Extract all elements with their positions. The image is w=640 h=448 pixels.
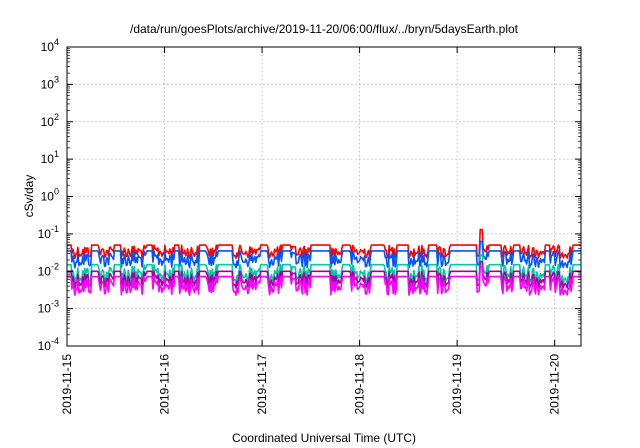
y-tick-label: 10-4	[38, 336, 59, 353]
y-tick-exponent: -4	[51, 336, 59, 346]
y-tick-exponent: -2	[51, 261, 59, 271]
y-tick-label: 10-1	[38, 224, 59, 241]
plot-frame	[66, 46, 582, 347]
y-tick-exponent: -1	[51, 224, 59, 234]
y-tick-exponent: -3	[51, 299, 59, 309]
x-tick-label: 2019-11-17	[255, 354, 269, 415]
y-axis-label: cSv/day	[22, 175, 36, 218]
x-ticks: 2019-11-15 2019-11-16 2019-11-17 2019-11-18…	[60, 47, 562, 415]
x-tick-label: 2019-11-16	[158, 354, 172, 415]
x-tick-label: 2019-11-18	[353, 354, 367, 415]
y-tick-label: 10-2	[38, 261, 59, 278]
y-tick-exponent: 4	[54, 37, 59, 47]
y-tick-label: 104	[41, 37, 59, 54]
y-tick-exponent: 0	[54, 187, 59, 197]
series-line	[67, 240, 581, 269]
y-tick-label: 103	[41, 74, 59, 91]
x-tick-label: 2019-11-20	[548, 354, 562, 415]
y-tick-label: 100	[41, 187, 59, 204]
chart-title: /data/run/goesPlots/archive/2019-11-20/0…	[130, 22, 519, 36]
y-tick-label: 102	[41, 112, 59, 129]
y-tick-label: 10-3	[38, 299, 59, 316]
x-tick-label: 2019-11-19	[450, 354, 464, 415]
x-axis-label: Coordinated Universal Time (UTC)	[232, 431, 416, 445]
x-tick-label: 2019-11-15	[60, 354, 74, 415]
grid	[67, 47, 581, 346]
series-group	[67, 228, 581, 297]
y-tick-exponent: 3	[54, 74, 59, 84]
series-line	[67, 266, 581, 297]
y-tick-exponent: 1	[54, 149, 59, 159]
y-tick-label: 101	[41, 149, 59, 166]
y-tick-exponent: 2	[54, 112, 59, 122]
